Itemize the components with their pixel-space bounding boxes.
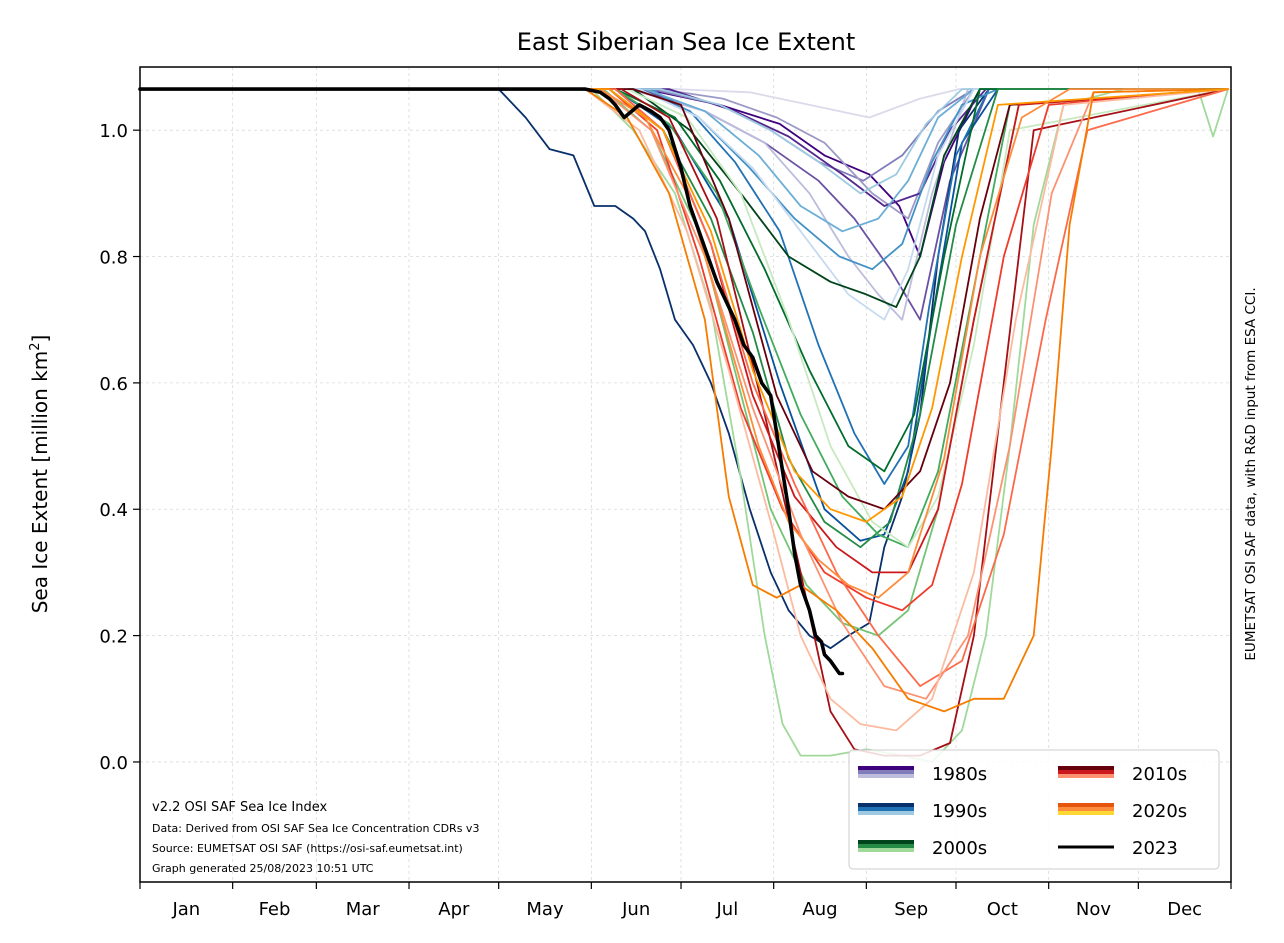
series-line [139, 88, 1229, 757]
legend-swatch [1058, 766, 1114, 770]
legend-entry: 2010s [1058, 764, 1187, 785]
y-axis-label-main: Sea Ice Extent [million km [28, 351, 52, 614]
side-note: EUMETSAT OSI SAF data, with R&D input fr… [1243, 287, 1259, 660]
x-tick-label: Oct [987, 899, 1018, 920]
legend-swatch [858, 844, 914, 848]
x-tick-label: Sep [894, 899, 928, 920]
x-tick-label: May [526, 899, 564, 920]
x-tick-label: Aug [802, 899, 837, 920]
info-box: v2.2 OSI SAF Sea Ice Index Data: Derived… [152, 800, 479, 875]
legend-swatch [858, 840, 914, 844]
series-layer [138, 87, 1229, 763]
legend-swatch [858, 803, 914, 807]
series-line [139, 88, 1229, 732]
series-line [138, 87, 845, 676]
legend-entry: 2000s [858, 838, 987, 859]
series-line [139, 88, 1229, 233]
series-line [139, 88, 1229, 309]
legend-entry: 2020s [1058, 801, 1187, 822]
legend-label: 1980s [932, 764, 987, 785]
series-line [139, 88, 1229, 119]
y-axis-label-close: ] [28, 335, 52, 343]
y-tick-label: 0.4 [99, 500, 128, 521]
info-data: Data: Derived from OSI SAF Sea Ice Conce… [152, 822, 479, 835]
x-tick-label: Jun [621, 899, 650, 920]
chart-title: East Siberian Sea Ice Extent [517, 28, 856, 56]
y-tick-label: 0.8 [99, 248, 128, 269]
series-line [139, 88, 1229, 321]
legend-label: 2010s [1132, 764, 1187, 785]
grid-lines [140, 67, 1231, 882]
legend-entry: 1980s [858, 764, 987, 785]
series-line [139, 88, 1229, 511]
series-line [139, 88, 1229, 523]
y-tick-label: 0.0 [99, 753, 128, 774]
x-tick-label: Dec [1167, 899, 1202, 920]
series-line [139, 88, 1229, 473]
y-axis: 0.0 0.2 0.4 0.6 0.8 1.0 [99, 121, 140, 774]
legend-entry: 2023 [1058, 838, 1178, 859]
x-tick-label: Jul [715, 899, 738, 920]
series-line [139, 88, 1229, 700]
legend-swatch [858, 766, 914, 770]
series-line [139, 88, 1229, 599]
legend-swatch [1058, 807, 1114, 811]
x-tick-label: Nov [1076, 899, 1111, 920]
legend-swatch [1058, 803, 1114, 807]
legend-swatch [858, 770, 914, 774]
legend-label: 1990s [932, 801, 987, 822]
info-version: v2.2 OSI SAF Sea Ice Index [152, 800, 328, 815]
legend-swatch [858, 848, 914, 852]
legend-swatch [1058, 811, 1114, 815]
legend: 1980s 2010s 1990s 2020s 2000s 2023 [848, 749, 1220, 870]
info-source: Source: EUMETSAT OSI SAF (https://osi-sa… [152, 842, 463, 855]
y-axis-label-superscript: 2 [28, 343, 43, 351]
x-tick-label: Feb [259, 899, 291, 920]
series-line [139, 88, 1229, 182]
legend-swatch [858, 807, 914, 811]
legend-label: 2000s [932, 838, 987, 859]
y-tick-label: 1.0 [99, 121, 128, 142]
legend-box [848, 749, 1220, 870]
y-axis-label: Sea Ice Extent [million km2] [28, 335, 52, 614]
legend-swatch [858, 811, 914, 815]
x-axis: Jan Feb Mar Apr May Jun Jul Aug Sep Oct Nov Dec [139, 882, 1232, 920]
series-line [139, 88, 1229, 549]
legend-label: 2020s [1132, 801, 1187, 822]
x-tick-label: Mar [346, 899, 381, 920]
legend-swatch [858, 774, 914, 778]
legend-swatch [1058, 770, 1114, 774]
info-generated: Graph generated 25/08/2023 10:51 UTC [152, 862, 374, 875]
legend-label: 2023 [1132, 838, 1178, 859]
x-tick-label: Jan [171, 899, 200, 920]
y-tick-label: 0.6 [99, 374, 128, 395]
series-line [139, 88, 1229, 713]
legend-entry: 1990s [858, 801, 987, 822]
series-line [139, 88, 1229, 195]
y-tick-label: 0.2 [99, 627, 128, 648]
x-tick-label: Apr [438, 899, 470, 920]
legend-swatch [1058, 774, 1114, 778]
plot-frame [139, 66, 1232, 883]
